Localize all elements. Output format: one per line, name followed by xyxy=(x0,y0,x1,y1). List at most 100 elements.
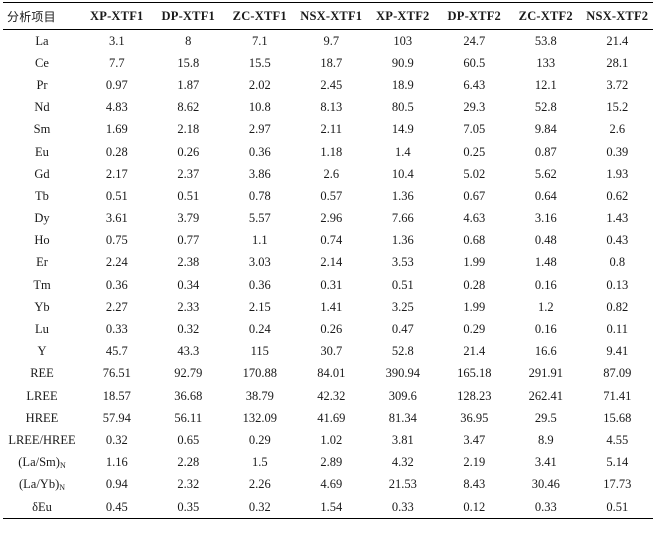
table-cell: 8.43 xyxy=(463,477,486,492)
table-cell: 132.09 xyxy=(242,410,277,425)
table-cell: 0.36 xyxy=(248,277,271,292)
table-cell: 0.29 xyxy=(463,322,486,337)
table-cell: 7.7 xyxy=(108,55,125,70)
table-cell: 2.6 xyxy=(323,166,340,181)
row-label-text: Pr xyxy=(36,77,48,92)
table-cell: 1.02 xyxy=(320,432,343,447)
table-cell: 1.99 xyxy=(463,299,486,314)
table-cell: 2.14 xyxy=(320,255,343,270)
table-cell: 1.48 xyxy=(534,255,557,270)
table-cell: 1.93 xyxy=(606,166,629,181)
corner-header: 分析项目 xyxy=(3,2,81,30)
table-cell: 2.6 xyxy=(609,122,626,137)
table-cell: 0.82 xyxy=(606,299,629,314)
table-row: REE 76.51 92.79 170.88 84.01 390.94 165.18 291.… xyxy=(3,363,653,385)
table-cell: 1.16 xyxy=(105,455,128,470)
table-cell: 7.1 xyxy=(251,33,268,48)
table-cell: 309.6 xyxy=(388,388,417,403)
column-header: DP-XTF1 xyxy=(152,2,224,30)
row-label-text: La xyxy=(35,33,49,48)
table-cell: 0.48 xyxy=(534,233,557,248)
row-label: δEu xyxy=(3,495,81,520)
row-label: La xyxy=(3,30,81,53)
table-cell: 3.53 xyxy=(391,255,414,270)
row-label-text: Ce xyxy=(35,55,49,70)
table-cell: 30.7 xyxy=(320,344,343,359)
table-cell: 15.2 xyxy=(606,100,629,115)
table-cell: 28.1 xyxy=(606,55,629,70)
row-label: (La/Yb)N xyxy=(3,474,81,496)
table-cell: 2.89 xyxy=(320,455,343,470)
table-cell: 0.31 xyxy=(320,277,343,292)
table-cell: 15.5 xyxy=(248,55,271,70)
table-cell: 3.1 xyxy=(108,33,125,48)
table-cell: 3.25 xyxy=(391,299,414,314)
row-label: Eu xyxy=(3,141,81,163)
table-cell: 291.91 xyxy=(528,366,563,381)
row-label: Tm xyxy=(3,274,81,296)
table-cell: 0.67 xyxy=(463,188,486,203)
table-cell: 0.68 xyxy=(463,233,486,248)
table-cell: 1.54 xyxy=(295,495,367,520)
table-cell: 0.64 xyxy=(534,188,557,203)
row-label-text: Gd xyxy=(34,166,50,181)
row-label-subscript: N xyxy=(59,483,66,493)
table-cell: 0.47 xyxy=(391,322,414,337)
row-label: Er xyxy=(3,252,81,274)
table-cell: 0.33 xyxy=(510,495,582,520)
table-cell: 3.47 xyxy=(463,432,486,447)
table-row: Ce 7.7 15.8 15.5 18.7 90.9 60.5 133 28.1 xyxy=(3,52,653,74)
table-cell: 2.19 xyxy=(463,455,486,470)
row-label-text: LREE/HREE xyxy=(8,432,76,447)
row-label-text: Nd xyxy=(34,100,50,115)
row-label-text: REE xyxy=(30,366,54,381)
table-cell: 0.35 xyxy=(152,495,224,520)
table-cell: 30.46 xyxy=(531,477,560,492)
table-row: Gd 2.17 2.37 3.86 2.6 10.4 5.02 5.62 1.93 xyxy=(3,163,653,185)
table-cell: 5.62 xyxy=(534,166,557,181)
table-cell: 0.45 xyxy=(81,495,153,520)
table-cell: 84.01 xyxy=(317,366,346,381)
table-cell: 80.5 xyxy=(391,100,414,115)
table-cell: 3.79 xyxy=(177,211,200,226)
table-cell: 9.7 xyxy=(323,33,340,48)
table-cell: 17.73 xyxy=(603,477,632,492)
table-cell: 10.8 xyxy=(248,100,271,115)
table-cell: 1.2 xyxy=(537,299,554,314)
table-cell: 0.33 xyxy=(105,322,128,337)
table-row: Eu 0.28 0.26 0.36 1.18 1.4 0.25 0.87 0.39 xyxy=(3,141,653,163)
table-cell: 0.13 xyxy=(606,277,629,292)
table-cell: 0.36 xyxy=(248,144,271,159)
table-cell: 0.51 xyxy=(391,277,414,292)
table-cell: 0.29 xyxy=(248,432,271,447)
table-cell: 12.1 xyxy=(534,77,557,92)
table-cell: 2.33 xyxy=(177,299,200,314)
ree-data-table-container: 分析项目 XP-XTF1 DP-XTF1 ZC-XTF1 NSX-XTF1 XP… xyxy=(3,2,653,520)
table-cell: 2.32 xyxy=(177,477,200,492)
row-label-text: HREE xyxy=(25,410,59,425)
table-cell: 1.1 xyxy=(251,233,268,248)
table-cell: 2.28 xyxy=(177,455,200,470)
ree-data-table: 分析项目 XP-XTF1 DP-XTF1 ZC-XTF1 NSX-XTF1 XP… xyxy=(3,2,653,520)
table-cell: 71.41 xyxy=(603,388,632,403)
table-row: Lu 0.33 0.32 0.24 0.26 0.47 0.29 0.16 0.11 xyxy=(3,318,653,340)
table-cell: 1.43 xyxy=(606,211,629,226)
table-cell: 92.79 xyxy=(174,366,203,381)
table-cell: 1.18 xyxy=(320,144,343,159)
table-cell: 2.18 xyxy=(177,122,200,137)
table-cell: 60.5 xyxy=(463,55,486,70)
row-label: (La/Sm)N xyxy=(3,452,81,474)
table-cell: 0.43 xyxy=(606,233,629,248)
column-header: XP-XTF1 xyxy=(81,2,153,30)
table-cell: 3.72 xyxy=(606,77,629,92)
table-cell: 2.27 xyxy=(105,299,128,314)
table-cell: 8 xyxy=(185,33,192,48)
row-label-text: Tb xyxy=(35,188,49,203)
table-row: Pr 0.97 1.87 2.02 2.45 18.9 6.43 12.1 3.72 xyxy=(3,74,653,96)
table-cell: 7.05 xyxy=(463,122,486,137)
table-cell: 0.24 xyxy=(248,322,271,337)
table-cell: 2.17 xyxy=(105,166,128,181)
row-label: REE xyxy=(3,363,81,385)
table-cell: 90.9 xyxy=(391,55,414,70)
table-cell: 81.34 xyxy=(388,410,417,425)
